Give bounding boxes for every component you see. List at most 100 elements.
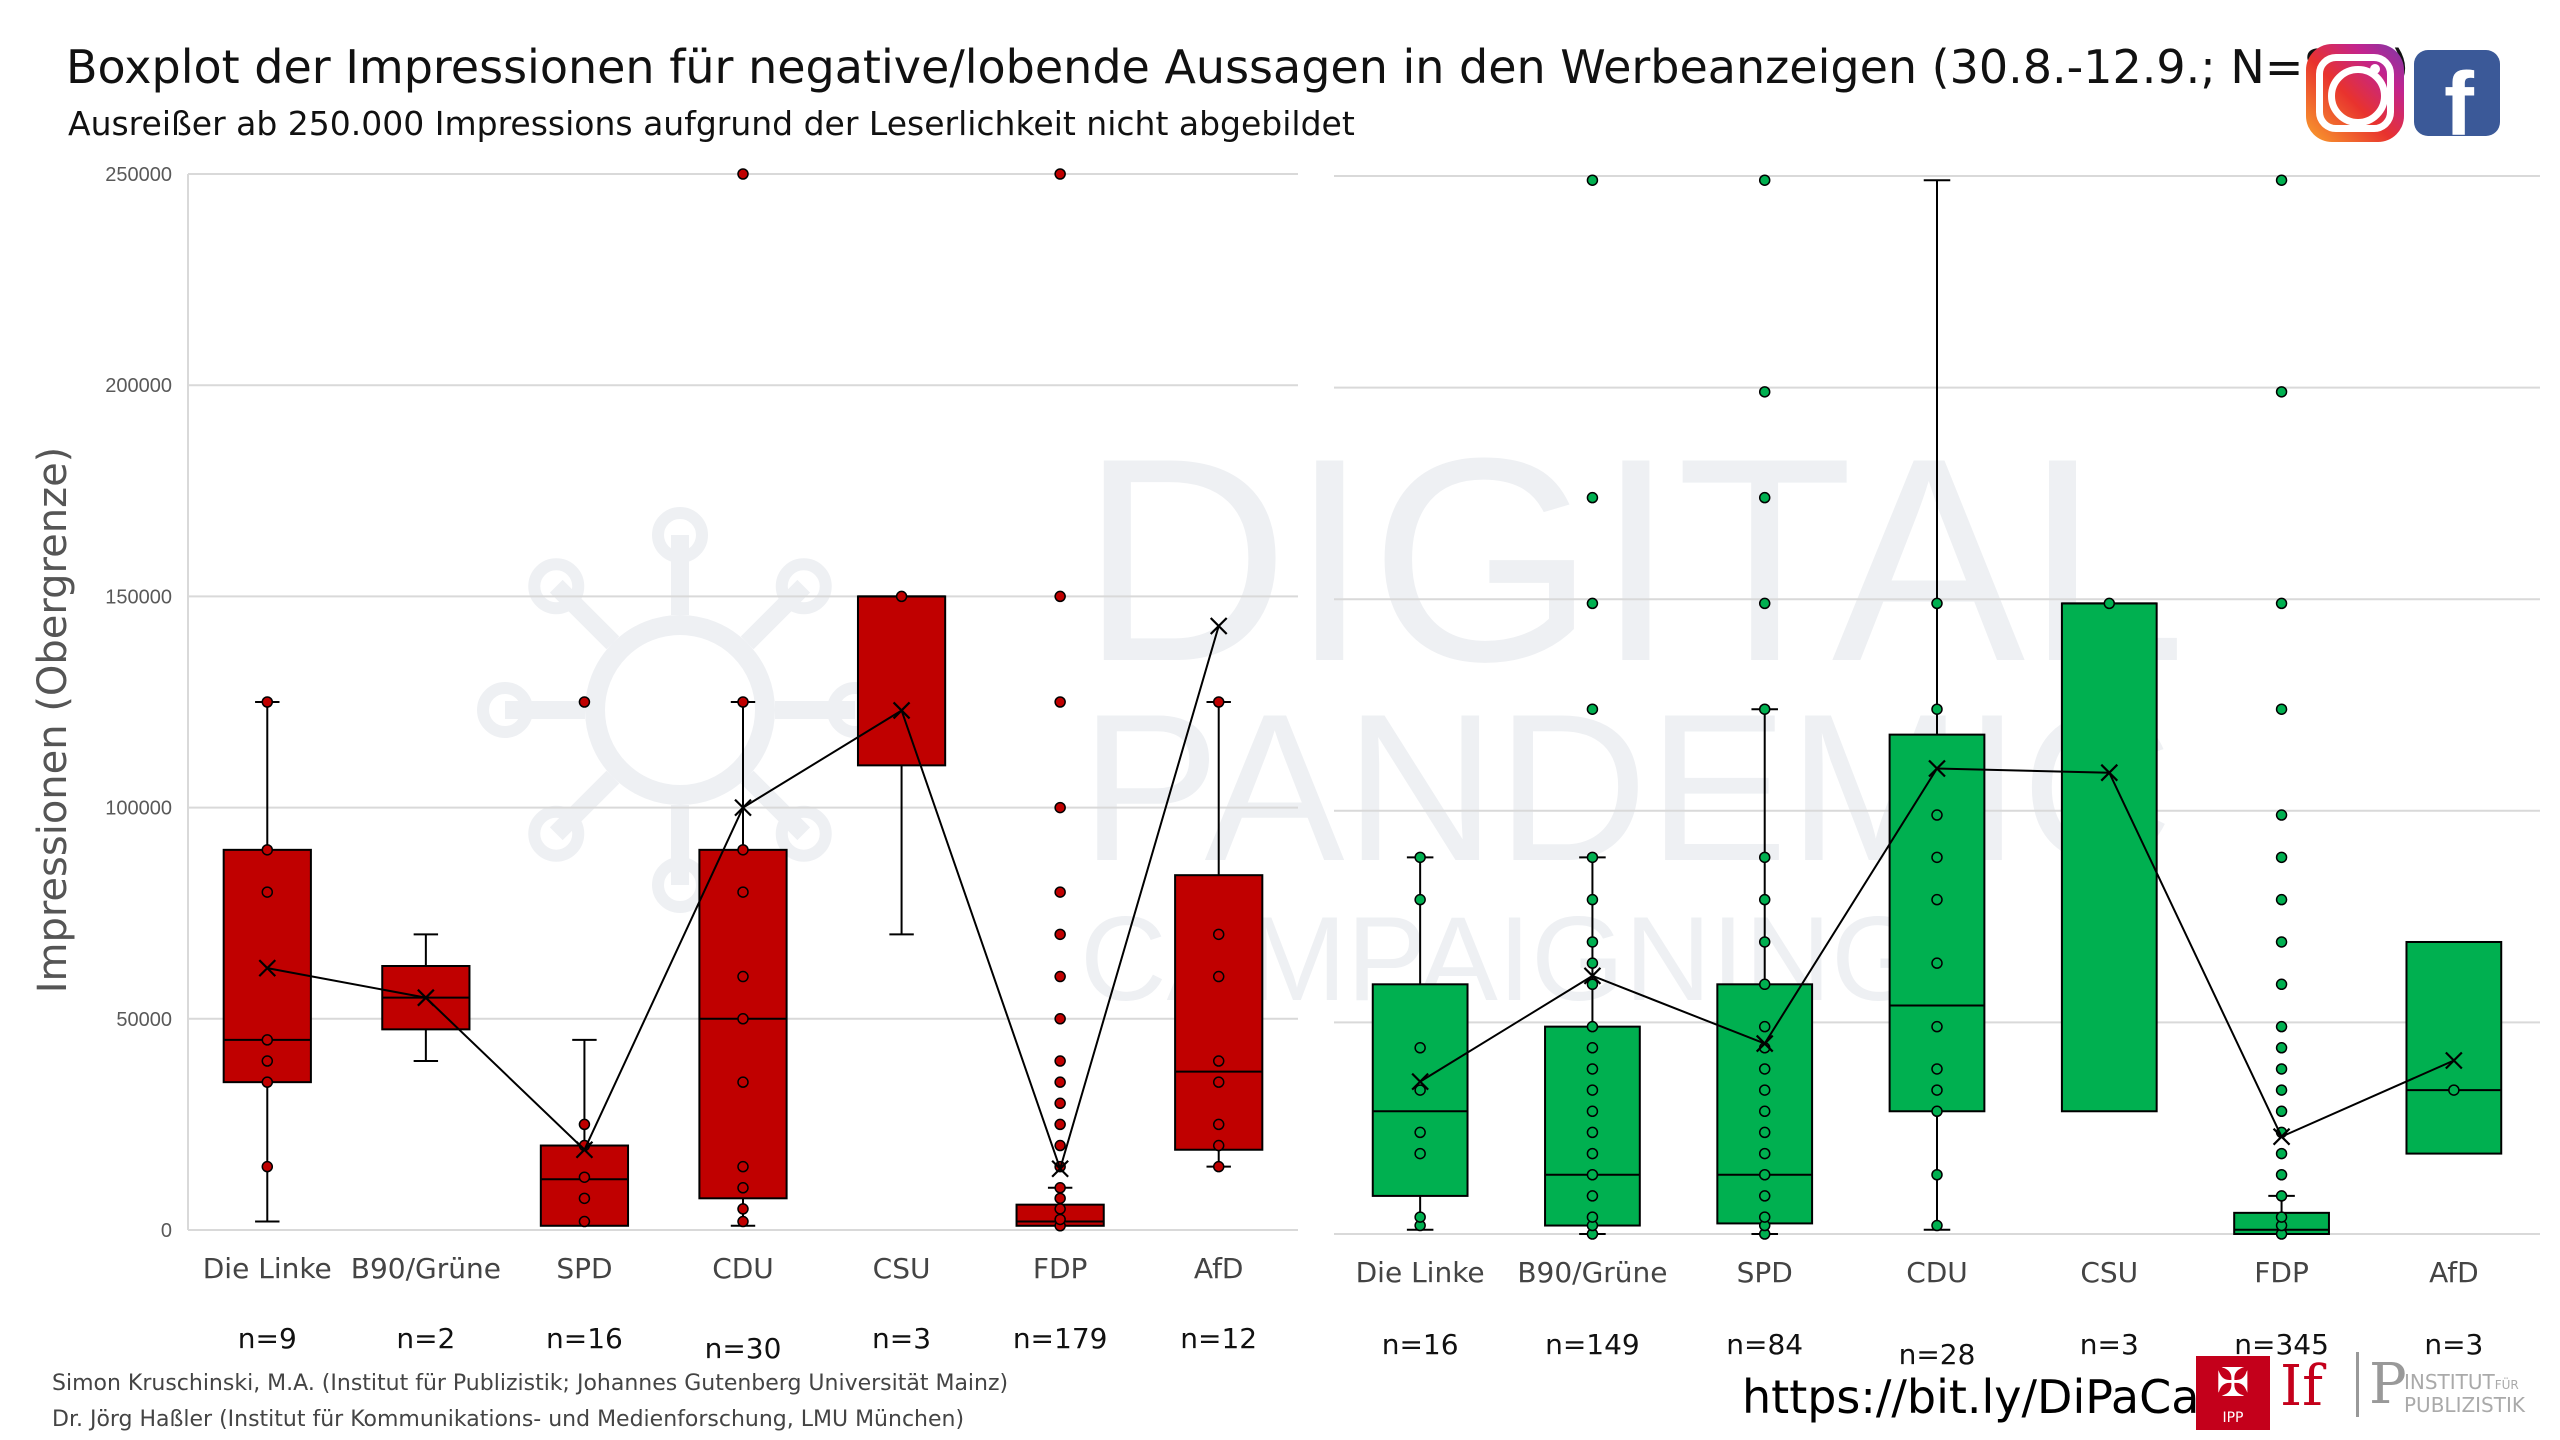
data-point [578, 1118, 591, 1131]
box [856, 595, 947, 767]
n-label: n=3 [2080, 1328, 2139, 1361]
right-panel: Die Linke n=16 B90/Grüne n=149 SPD n=84 CDU n=2… [1334, 174, 2540, 1371]
mean-marker [1583, 967, 1602, 985]
data-point [737, 886, 749, 898]
outlier-point [2275, 1042, 2288, 1054]
outlier-point [1054, 1055, 1066, 1067]
n-label: n=12 [1180, 1322, 1257, 1355]
n-label: n=3 [2424, 1328, 2483, 1361]
category-label: CSU [2080, 1256, 2138, 1289]
watermark-virus-node [528, 805, 585, 862]
data-point [1931, 1169, 1943, 1181]
data-point [578, 1192, 591, 1205]
outlier-point [2275, 174, 2288, 186]
outlier-point [1054, 970, 1066, 983]
outlier-point [1758, 597, 1771, 610]
watermark-virus-spike [740, 770, 811, 841]
data-point [261, 1160, 274, 1173]
mean-marker [1928, 759, 1946, 778]
category-label: AfD [1194, 1252, 1244, 1285]
category-label: CSU [873, 1252, 931, 1285]
outlier-point [2275, 893, 2288, 906]
data-point [578, 1215, 591, 1228]
data-point [1414, 1084, 1426, 1096]
data-point [1931, 851, 1943, 864]
data-point [1758, 978, 1771, 991]
data-point [1758, 893, 1771, 906]
category-label: CDU [1906, 1256, 1968, 1289]
outlier-point [2275, 1063, 2288, 1075]
mean-marker [1411, 1072, 1429, 1091]
box [1371, 983, 1469, 1197]
data-point [1758, 1190, 1771, 1202]
outlier-point [2275, 1169, 2288, 1181]
watermark-text: PANDEMIC [1080, 670, 2173, 905]
mean-marker [734, 798, 752, 817]
category-label: Die Linke [1356, 1256, 1485, 1289]
data-point [261, 1055, 274, 1067]
left-panel: 0 50000 100000 150000 200000 250000 Die Linke n… [105, 164, 1298, 1365]
project-link[interactable]: https://bit.ly/DiPaCa [1742, 1370, 2200, 1424]
mean-marker [258, 959, 277, 977]
data-point [261, 1076, 274, 1088]
data-point [1414, 1126, 1426, 1139]
outlier-point [1054, 590, 1066, 603]
y-axis-label: Impressionen (Obergrenze) [30, 447, 76, 994]
outlier-point [2275, 978, 2288, 991]
institute-name-line2: PUBLIZISTIK [2404, 1393, 2525, 1417]
data-point [2275, 1211, 2288, 1223]
data-point [1054, 1182, 1066, 1194]
data-point [1586, 1063, 1599, 1075]
box [222, 848, 312, 1084]
data-point [1758, 1169, 1771, 1181]
category-label: AfD [2429, 1256, 2479, 1289]
watermark-virus-spike [549, 770, 620, 841]
ifp-logo-letters: If [2280, 1354, 2323, 1419]
outlier-point [2275, 851, 2288, 864]
outlier-point [1054, 696, 1066, 708]
data-point [737, 1076, 749, 1088]
mean-marker [1051, 1159, 1069, 1178]
data-point [1758, 1063, 1771, 1075]
watermark-virus-node [652, 507, 708, 563]
data-point [1586, 957, 1599, 969]
watermark-virus-node [528, 558, 585, 615]
mean-marker [2445, 1051, 2463, 1070]
data-point [1586, 1042, 1599, 1054]
chart-subtitle: Ausreißer ab 250.000 Impressions aufgrun… [68, 104, 1355, 143]
data-point [1931, 1063, 1943, 1075]
y-tick-label: 150000 [105, 586, 172, 608]
credit-line-2: Dr. Jörg Haßler (Institut für Kommunikat… [52, 1407, 965, 1432]
data-point [1931, 893, 1943, 906]
data-point [1758, 1147, 1771, 1160]
n-label: n=84 [1726, 1328, 1803, 1361]
outlier-point [1586, 597, 1599, 610]
category-label: CDU [712, 1252, 774, 1285]
mean-marker [1755, 1034, 1774, 1053]
instagram-icon [2306, 44, 2404, 142]
watermark-virus-node [775, 558, 832, 615]
outlier-point [2275, 809, 2288, 821]
data-point [1054, 1213, 1066, 1226]
data-point [1758, 1084, 1771, 1096]
n-label: n=149 [1545, 1328, 1640, 1361]
data-point [1414, 1042, 1426, 1054]
watermark-virus-spike [549, 579, 620, 650]
data-point [1931, 1105, 1943, 1118]
category-label: FDP [2254, 1256, 2309, 1289]
outlier-point [2275, 936, 2288, 948]
data-point [261, 844, 274, 856]
data-point [1931, 703, 1943, 715]
mean-marker [417, 988, 435, 1007]
outlier-point [1586, 174, 1599, 186]
n-label: n=9 [238, 1322, 297, 1355]
watermark-virus-spike [740, 579, 811, 650]
data-point [737, 1203, 749, 1215]
ifp-logo-p: P [2356, 1352, 2407, 1417]
data-point [578, 1171, 591, 1183]
ipp-logo: ✠ IPP [2196, 1356, 2270, 1430]
data-point [1758, 936, 1771, 948]
n-label: n=345 [2234, 1328, 2329, 1361]
institute-name: INSTITUTFÜR PUBLIZISTIK [2404, 1372, 2525, 1415]
